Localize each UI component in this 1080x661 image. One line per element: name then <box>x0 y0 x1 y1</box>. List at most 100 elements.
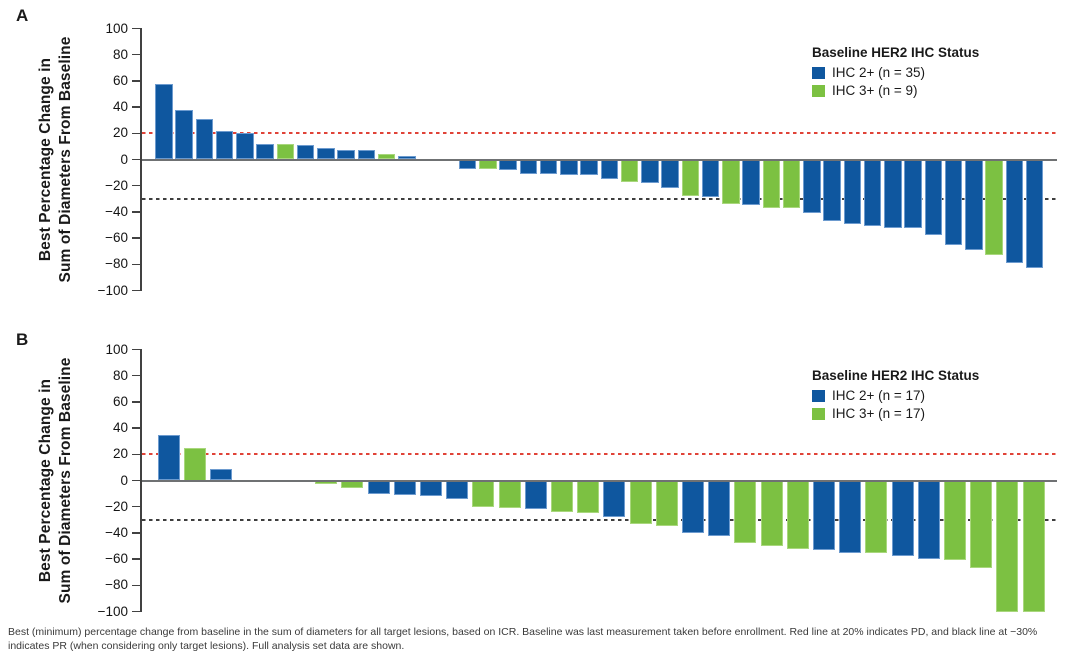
figure-caption: Best (minimum) percentage change from ba… <box>8 626 1038 652</box>
bar-ihc3+ <box>276 143 294 160</box>
bar-ihc2+ <box>641 159 659 184</box>
legend-panel-b: Baseline HER2 IHC Status IHC 2+ (n = 17)… <box>812 368 1022 424</box>
y-axis-line <box>140 28 142 291</box>
y-axis-tick-label: 20 <box>112 125 128 141</box>
legend-title: Baseline HER2 IHC Status <box>812 45 980 60</box>
bar-ihc2+ <box>195 118 213 160</box>
y-axis-tick <box>132 348 140 351</box>
bar-ihc3+ <box>985 159 1003 256</box>
bar-ihc2+ <box>560 159 578 176</box>
y-axis-tick-label: 20 <box>112 446 128 462</box>
bar-ihc3+ <box>184 447 207 481</box>
y-axis-tick-label: −20 <box>105 177 128 193</box>
bar-ihc2+ <box>519 159 537 174</box>
y-axis-tick <box>132 80 140 82</box>
y-axis-tick <box>132 610 140 613</box>
bar-ihc2+ <box>600 159 618 180</box>
y-axis-tick <box>132 374 140 377</box>
legend-swatch-ihc2-icon <box>812 66 825 79</box>
y-axis-tick-label: −80 <box>105 256 128 272</box>
bar-ihc2+ <box>337 150 355 160</box>
y-axis-tick-label: 0 <box>120 472 128 488</box>
y-axis-tick-label: 80 <box>112 367 128 383</box>
bar-ihc2+ <box>539 159 558 174</box>
bar-ihc2+ <box>917 480 940 560</box>
bar-ihc2+ <box>661 159 679 189</box>
y-axis-tick-label: 60 <box>112 72 128 88</box>
y-axis-tick-label: 40 <box>112 420 128 436</box>
bar-ihc3+ <box>498 480 521 508</box>
legend-swatch-ihc2-icon <box>812 389 825 402</box>
bar-ihc3+ <box>315 480 338 485</box>
y-axis-tick <box>132 401 140 403</box>
bar-ihc3+ <box>629 480 652 524</box>
ref-line-pr <box>142 518 1057 521</box>
panel-a-label: A <box>16 6 29 25</box>
bar-ihc2+ <box>924 159 942 236</box>
bar-ihc2+ <box>813 480 835 550</box>
y-axis-tick-label: −40 <box>105 203 128 219</box>
bar-ihc3+ <box>734 480 757 544</box>
ref-line-pr <box>142 197 1057 200</box>
y-axis-tick <box>132 584 140 587</box>
bar-ihc2+ <box>580 159 598 176</box>
bar-ihc2+ <box>823 159 841 222</box>
bar-ihc2+ <box>524 480 547 510</box>
bar-ihc2+ <box>393 480 416 495</box>
y-axis-tick <box>132 505 140 508</box>
bar-ihc3+ <box>944 480 966 561</box>
ref-line-pd <box>142 132 1057 135</box>
y-axis-tick <box>132 532 140 534</box>
bar-ihc3+ <box>865 480 888 553</box>
y-axis-tick <box>132 289 140 292</box>
bar-ihc2+ <box>458 159 477 169</box>
y-axis-tick <box>132 453 140 456</box>
y-axis-tick <box>132 237 140 239</box>
bar-ihc2+ <box>701 159 720 198</box>
y-axis-tick <box>132 184 140 187</box>
bar-ihc2+ <box>682 480 704 533</box>
ref-line-pd <box>142 453 1057 456</box>
y-axis-tick-label: −60 <box>105 230 128 246</box>
bar-ihc3+ <box>479 159 497 169</box>
bar-ihc2+ <box>891 480 914 557</box>
bar-ihc2+ <box>296 145 315 160</box>
y-axis-tick <box>132 263 140 266</box>
bar-ihc2+ <box>158 434 180 481</box>
y-axis-title-line2: Sum of Diameters From Baseline <box>57 357 74 604</box>
bar-ihc2+ <box>742 159 760 206</box>
legend-item-ihc3: IHC 3+ (n = 17) <box>812 406 1022 421</box>
legend-label-ihc3: IHC 3+ (n = 17) <box>832 406 926 421</box>
bar-ihc2+ <box>317 147 335 160</box>
legend-panel-a: Baseline HER2 IHC Status IHC 2+ (n = 35)… <box>812 45 1022 101</box>
bar-ihc2+ <box>843 159 861 224</box>
y-axis-tick-label: −80 <box>105 577 128 593</box>
y-axis-tick-label: 100 <box>105 20 128 36</box>
bar-ihc2+ <box>446 480 469 499</box>
y-axis-title-line2: Sum of Diameters From Baseline <box>57 36 74 283</box>
bar-ihc3+ <box>996 480 1019 612</box>
y-axis-tick-label: 100 <box>105 341 128 357</box>
bar-ihc2+ <box>708 480 731 536</box>
legend-item-ihc2: IHC 2+ (n = 17) <box>812 388 1022 403</box>
bar-ihc2+ <box>904 159 922 228</box>
y-axis-tick-label: 80 <box>112 46 128 62</box>
panel-b-label: B <box>16 330 29 349</box>
y-axis-line <box>140 349 142 612</box>
y-axis-title-panel-a: Best Percentage Change in Sum of Diamete… <box>36 28 80 291</box>
bar-ihc2+ <box>155 83 173 160</box>
bar-ihc3+ <box>760 480 783 546</box>
bar-ihc3+ <box>341 480 364 489</box>
legend-item-ihc2: IHC 2+ (n = 35) <box>812 65 1022 80</box>
bar-ihc3+ <box>377 154 396 160</box>
y-axis-tick-label: −60 <box>105 551 128 567</box>
y-axis-title-panel-b: Best Percentage Change in Sum of Diamete… <box>36 349 80 612</box>
bar-ihc2+ <box>215 130 234 160</box>
bar-ihc3+ <box>551 480 573 512</box>
legend-swatch-ihc3-icon <box>812 407 825 420</box>
bar-ihc3+ <box>1022 480 1045 612</box>
bar-ihc3+ <box>577 480 600 514</box>
bar-ihc2+ <box>367 480 390 494</box>
y-axis-tick <box>132 106 140 108</box>
legend-label-ihc3: IHC 3+ (n = 9) <box>832 83 918 98</box>
